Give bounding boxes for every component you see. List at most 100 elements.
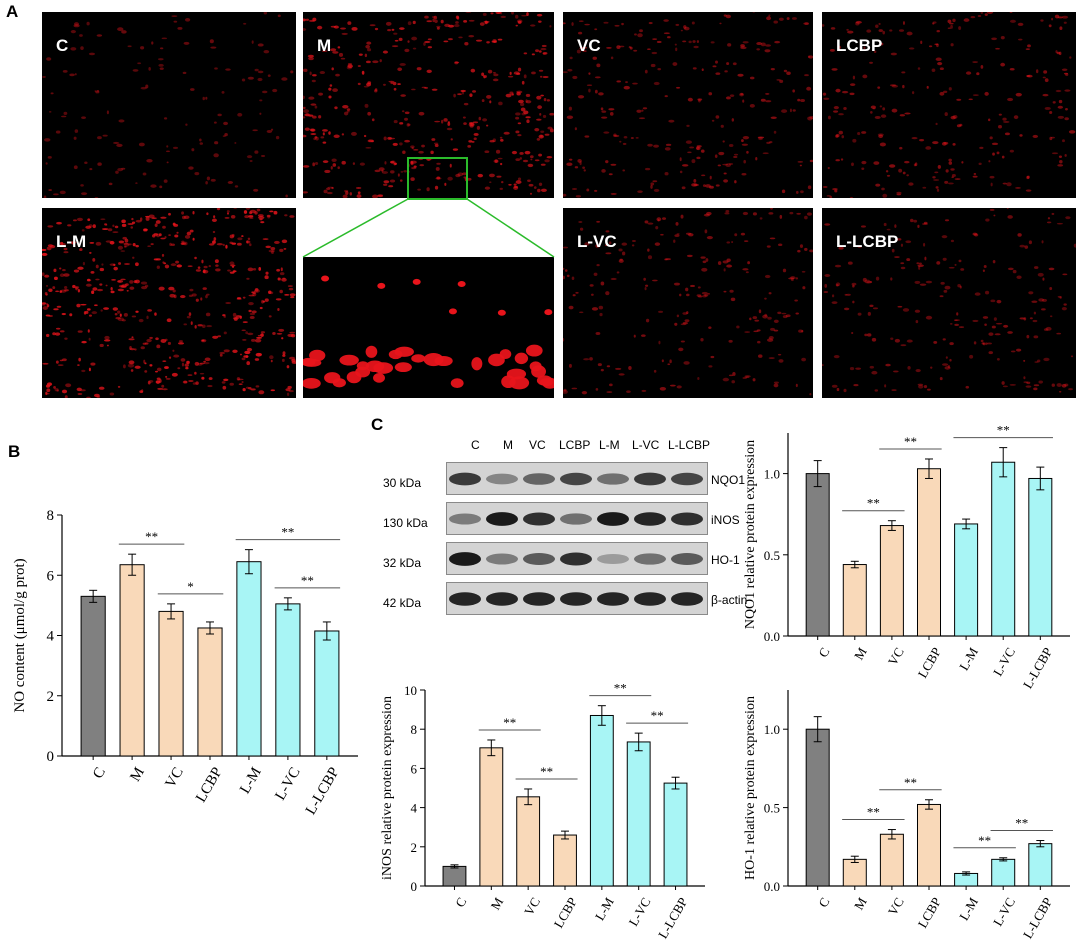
- fluorescence-dot: [947, 365, 951, 369]
- fluorescence-dot: [314, 161, 319, 166]
- fluorescence-dot: [357, 82, 361, 86]
- fluorescence-dot: [384, 161, 387, 165]
- fluorescence-dot: [432, 18, 435, 23]
- fluorescence-dot: [773, 383, 779, 388]
- fluorescence-dot: [990, 182, 993, 187]
- fluorescence-dot: [208, 243, 215, 246]
- fluorescence-dot: [923, 385, 928, 389]
- fluorescence-dot: [543, 98, 547, 102]
- fluorescence-dot: [493, 159, 499, 164]
- fluorescence-dot: [1057, 16, 1063, 19]
- fluorescence-dot: [461, 172, 468, 176]
- fluorescence-dot: [800, 98, 806, 103]
- fluorescence-dot: [736, 325, 740, 329]
- fluorescence-dot: [544, 309, 553, 316]
- fluorescence-dot: [894, 338, 901, 343]
- fluorescence-dot: [199, 142, 204, 145]
- fluorescence-dot: [1033, 335, 1039, 339]
- fluorescence-dot: [76, 303, 81, 308]
- fluorescence-dot: [146, 315, 149, 320]
- fluorescence-dot: [741, 143, 748, 146]
- fluorescence-dot: [505, 93, 512, 98]
- fluorescence-dot: [1023, 359, 1026, 362]
- fluorescence-dot: [382, 83, 386, 86]
- fluorescence-dot: [1033, 311, 1037, 315]
- fluorescence-dot: [753, 330, 759, 333]
- fluorescence-dot: [329, 84, 333, 87]
- fluorescence-dot: [42, 304, 46, 306]
- fluorescence-dot: [792, 109, 796, 112]
- fluorescence-dot: [992, 152, 995, 156]
- fluorescence-dot: [664, 258, 672, 261]
- blot-kda-label: 32 kDa: [383, 556, 422, 570]
- fluorescence-dot: [55, 130, 61, 134]
- fluorescence-dot: [161, 253, 165, 257]
- fluorescence-dot: [412, 47, 417, 50]
- fluorescence-dot: [335, 73, 340, 77]
- blot-bands: [449, 592, 703, 606]
- fluorescence-dot: [891, 389, 897, 392]
- fluorescence-dot: [647, 48, 651, 51]
- fluorescence-dot: [57, 364, 64, 367]
- fluorescence-dot: [59, 330, 65, 333]
- fluorescence-dot: [339, 354, 359, 366]
- fluorescence-dot: [45, 314, 51, 317]
- fluorescence-dot: [73, 165, 78, 170]
- fluorescence-dot: [563, 267, 565, 270]
- fluorescence-dot: [893, 370, 899, 373]
- fluorescence-dot: [944, 285, 951, 290]
- blot-band: [671, 512, 703, 526]
- fluorescence-dot: [984, 342, 988, 346]
- fluorescence-dot: [969, 354, 974, 359]
- fluorescence-dot: [448, 308, 457, 315]
- fluorescence-dot: [204, 357, 211, 362]
- y-tick-label: 10: [404, 683, 417, 698]
- fluorescence-dot: [773, 329, 779, 332]
- fluorescence-dot: [1015, 348, 1022, 352]
- fluorescence-dot: [323, 189, 328, 194]
- fluorescence-dot: [262, 238, 269, 240]
- bar: [553, 834, 577, 887]
- fluorescence-dot: [633, 49, 638, 52]
- fluorescence-dot: [343, 111, 349, 116]
- fluorescence-dot: [680, 214, 684, 219]
- fluorescence-dot: [151, 217, 157, 219]
- fluorescence-dot: [529, 155, 534, 159]
- fluorescence-dot: [926, 85, 929, 89]
- fluorescence-dot: [224, 133, 228, 137]
- fluorescence-dot: [942, 338, 946, 341]
- fluorescence-dot: [978, 162, 982, 166]
- fluorescence-dot: [181, 211, 185, 215]
- fluorescence-dot: [159, 378, 162, 383]
- fluorescence-dot: [110, 287, 113, 291]
- fluorescence-dot: [513, 185, 519, 189]
- fluorescence-dot: [203, 265, 208, 269]
- fluorescence-dot: [274, 240, 280, 244]
- fluorescence-dot: [990, 299, 996, 303]
- fluorescence-dot: [947, 19, 952, 24]
- blot-strip-ho1: [446, 542, 708, 575]
- fluorescence-dot: [173, 223, 179, 227]
- fluorescence-dot: [588, 72, 591, 75]
- y-tick-label: 0.5: [764, 548, 780, 563]
- fluorescence-dot: [951, 176, 954, 179]
- fluorescence-dot: [789, 211, 794, 215]
- fluorescence-dot: [253, 289, 260, 293]
- fluorescence-dot: [331, 158, 337, 162]
- fluorescence-dot: [257, 214, 264, 217]
- fluorescence-dot: [989, 136, 993, 140]
- fluorescence-dot: [526, 119, 530, 124]
- fluorescence-dot: [322, 160, 329, 164]
- fluorescence-dot: [412, 20, 416, 25]
- fluorescence-dot: [215, 268, 221, 272]
- micrograph-label: C: [56, 36, 69, 55]
- fluorescence-dot: [160, 216, 167, 219]
- fluorescence-dot: [898, 168, 903, 173]
- fluorescence-dot: [976, 72, 980, 76]
- fluorescence-dot: [277, 307, 280, 311]
- fluorescence-dot: [727, 43, 732, 47]
- fluorescence-dot: [769, 141, 773, 144]
- fluorescence-dot: [613, 135, 620, 137]
- fluorescence-dot: [332, 163, 337, 167]
- fluorescence-dot: [862, 277, 867, 282]
